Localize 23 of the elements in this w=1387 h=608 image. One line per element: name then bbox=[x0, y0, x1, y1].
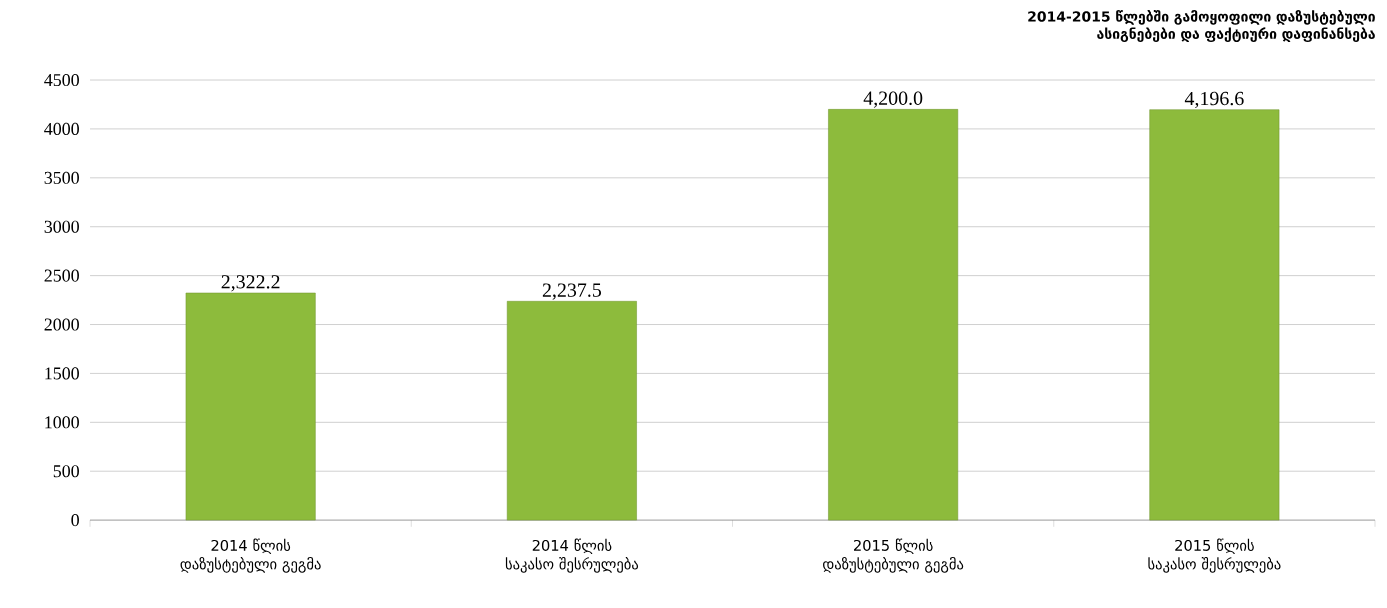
y-tick-label: 1000 bbox=[45, 416, 79, 429]
y-tick-label: 4500 bbox=[44, 73, 79, 86]
y-tick-label: 500 bbox=[53, 465, 79, 478]
x-tick-label: 2014 წლის დაზუსტებული გეგმა bbox=[180, 538, 321, 573]
y-tick-label: 1500 bbox=[45, 367, 79, 380]
y-tick-label: 3500 bbox=[44, 171, 79, 184]
y-tick-label: 2500 bbox=[44, 269, 79, 282]
bar bbox=[185, 292, 316, 521]
y-tick-label: 4000 bbox=[44, 122, 79, 135]
x-tick-label: 2015 წლის დაზუსტებული გეგმა bbox=[823, 538, 964, 573]
x-tick-label: 2014 წლის საკასო შესრულება bbox=[505, 538, 639, 573]
bar bbox=[828, 109, 959, 521]
data-label: 4,196.6 bbox=[1184, 91, 1244, 109]
data-label: 2,237.5 bbox=[542, 283, 602, 300]
bar bbox=[506, 300, 637, 521]
chart-title: 2014-2015 წლებში გამოყოფილი დაზუსტებული ასიგნებები და ფაქტიური დაფინანსება bbox=[1028, 9, 1375, 43]
x-tick-label: 2015 წლის საკასო შესრულება bbox=[1148, 538, 1281, 573]
y-tick-label: 2000 bbox=[44, 318, 79, 331]
data-label: 2,322.2 bbox=[221, 275, 280, 292]
y-tick-label: 3000 bbox=[44, 220, 79, 233]
data-label: 4,200.0 bbox=[863, 91, 923, 108]
bar bbox=[1149, 109, 1280, 521]
y-tick-label: 0 bbox=[71, 513, 79, 527]
